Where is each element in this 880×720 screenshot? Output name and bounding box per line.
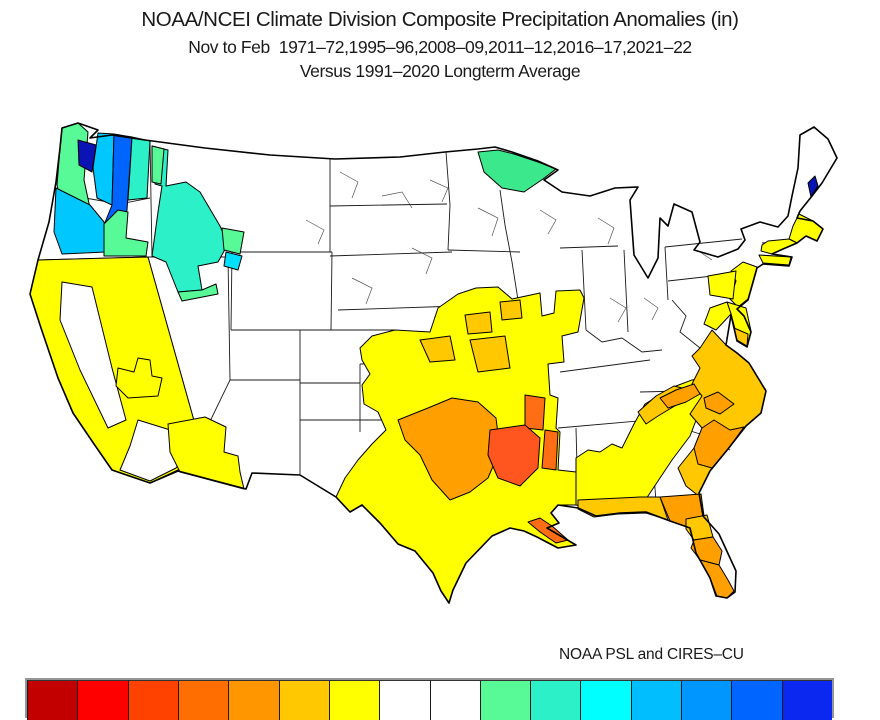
region-ark-la-miss-core-red xyxy=(487,424,541,487)
subtitle-composite-years: Nov to Feb 1971–72,1995–96,2008–09,2011–… xyxy=(188,37,692,57)
region-missouri-amber-2 xyxy=(469,335,511,373)
region-wnc-orange xyxy=(659,383,701,409)
region-idaho-panhandle-green xyxy=(151,145,165,185)
page-title: NOAA/NCEI Climate Division Composite Pre… xyxy=(141,8,739,31)
colorbar-cell xyxy=(178,680,230,720)
region-nevada-yellow-patch xyxy=(115,357,163,399)
region-missouri-amber-1 xyxy=(499,299,523,321)
colorbar-cell xyxy=(279,680,330,720)
us-outline-stroke xyxy=(29,122,838,604)
region-kansas-amber-2 xyxy=(464,311,493,335)
region-maine-coast-navy xyxy=(807,175,819,198)
colorbar-cell xyxy=(27,680,79,720)
credit-text: NOAA PSL and CIRES–CU xyxy=(559,646,744,663)
subtitle-baseline: Versus 1991–2020 Longterm Average xyxy=(299,61,581,81)
colorbar-cell xyxy=(78,680,129,720)
region-puget-lowlands-cyan xyxy=(92,132,115,206)
region-wyoming-cyan-patch xyxy=(223,251,243,271)
colorbar-cell xyxy=(128,680,179,720)
colorbar-cell xyxy=(380,680,431,720)
region-se-idaho-green xyxy=(177,283,219,302)
colorbar-cell xyxy=(782,680,832,720)
region-fl-panhandle-amber xyxy=(577,496,669,521)
region-ca-central-valley-white xyxy=(59,281,127,429)
region-idaho-west-montana-turquoise xyxy=(151,145,229,293)
colorbar-cell xyxy=(682,680,733,720)
region-central-ok-tx-orange xyxy=(397,397,501,501)
region-yellowstone-green xyxy=(221,227,245,255)
region-se-pennsylvania-yellow xyxy=(707,270,737,300)
region-sc-coast-orange xyxy=(693,419,745,469)
region-miss-strip-deep-orange xyxy=(541,429,559,471)
colorbar-cell xyxy=(732,680,783,720)
region-ne-minnesota-green xyxy=(477,149,557,193)
colorbar-cell xyxy=(581,680,632,720)
colorbar xyxy=(25,678,834,720)
colorbar-cell xyxy=(531,680,582,720)
region-nc-sandhills-orange xyxy=(703,391,735,415)
region-kansas-amber-1 xyxy=(419,335,456,363)
region-olympic-mtns-navy xyxy=(77,139,97,173)
colorbar-cell xyxy=(229,680,280,720)
colorbar-cell xyxy=(430,680,481,720)
division-lines xyxy=(305,171,713,323)
region-ark-miss-deep-orange xyxy=(524,394,546,431)
colorbar-cell xyxy=(329,680,381,720)
colorbar-cell xyxy=(631,680,683,720)
region-md-western-shore-yellow xyxy=(703,301,732,331)
us-climate-division-map xyxy=(29,122,838,604)
colorbar-cell xyxy=(480,680,532,720)
region-wa-columbia-basin-turquoise xyxy=(127,136,151,201)
region-arizona-south-yellow xyxy=(167,416,245,490)
region-oregon-inland-green xyxy=(103,209,149,257)
